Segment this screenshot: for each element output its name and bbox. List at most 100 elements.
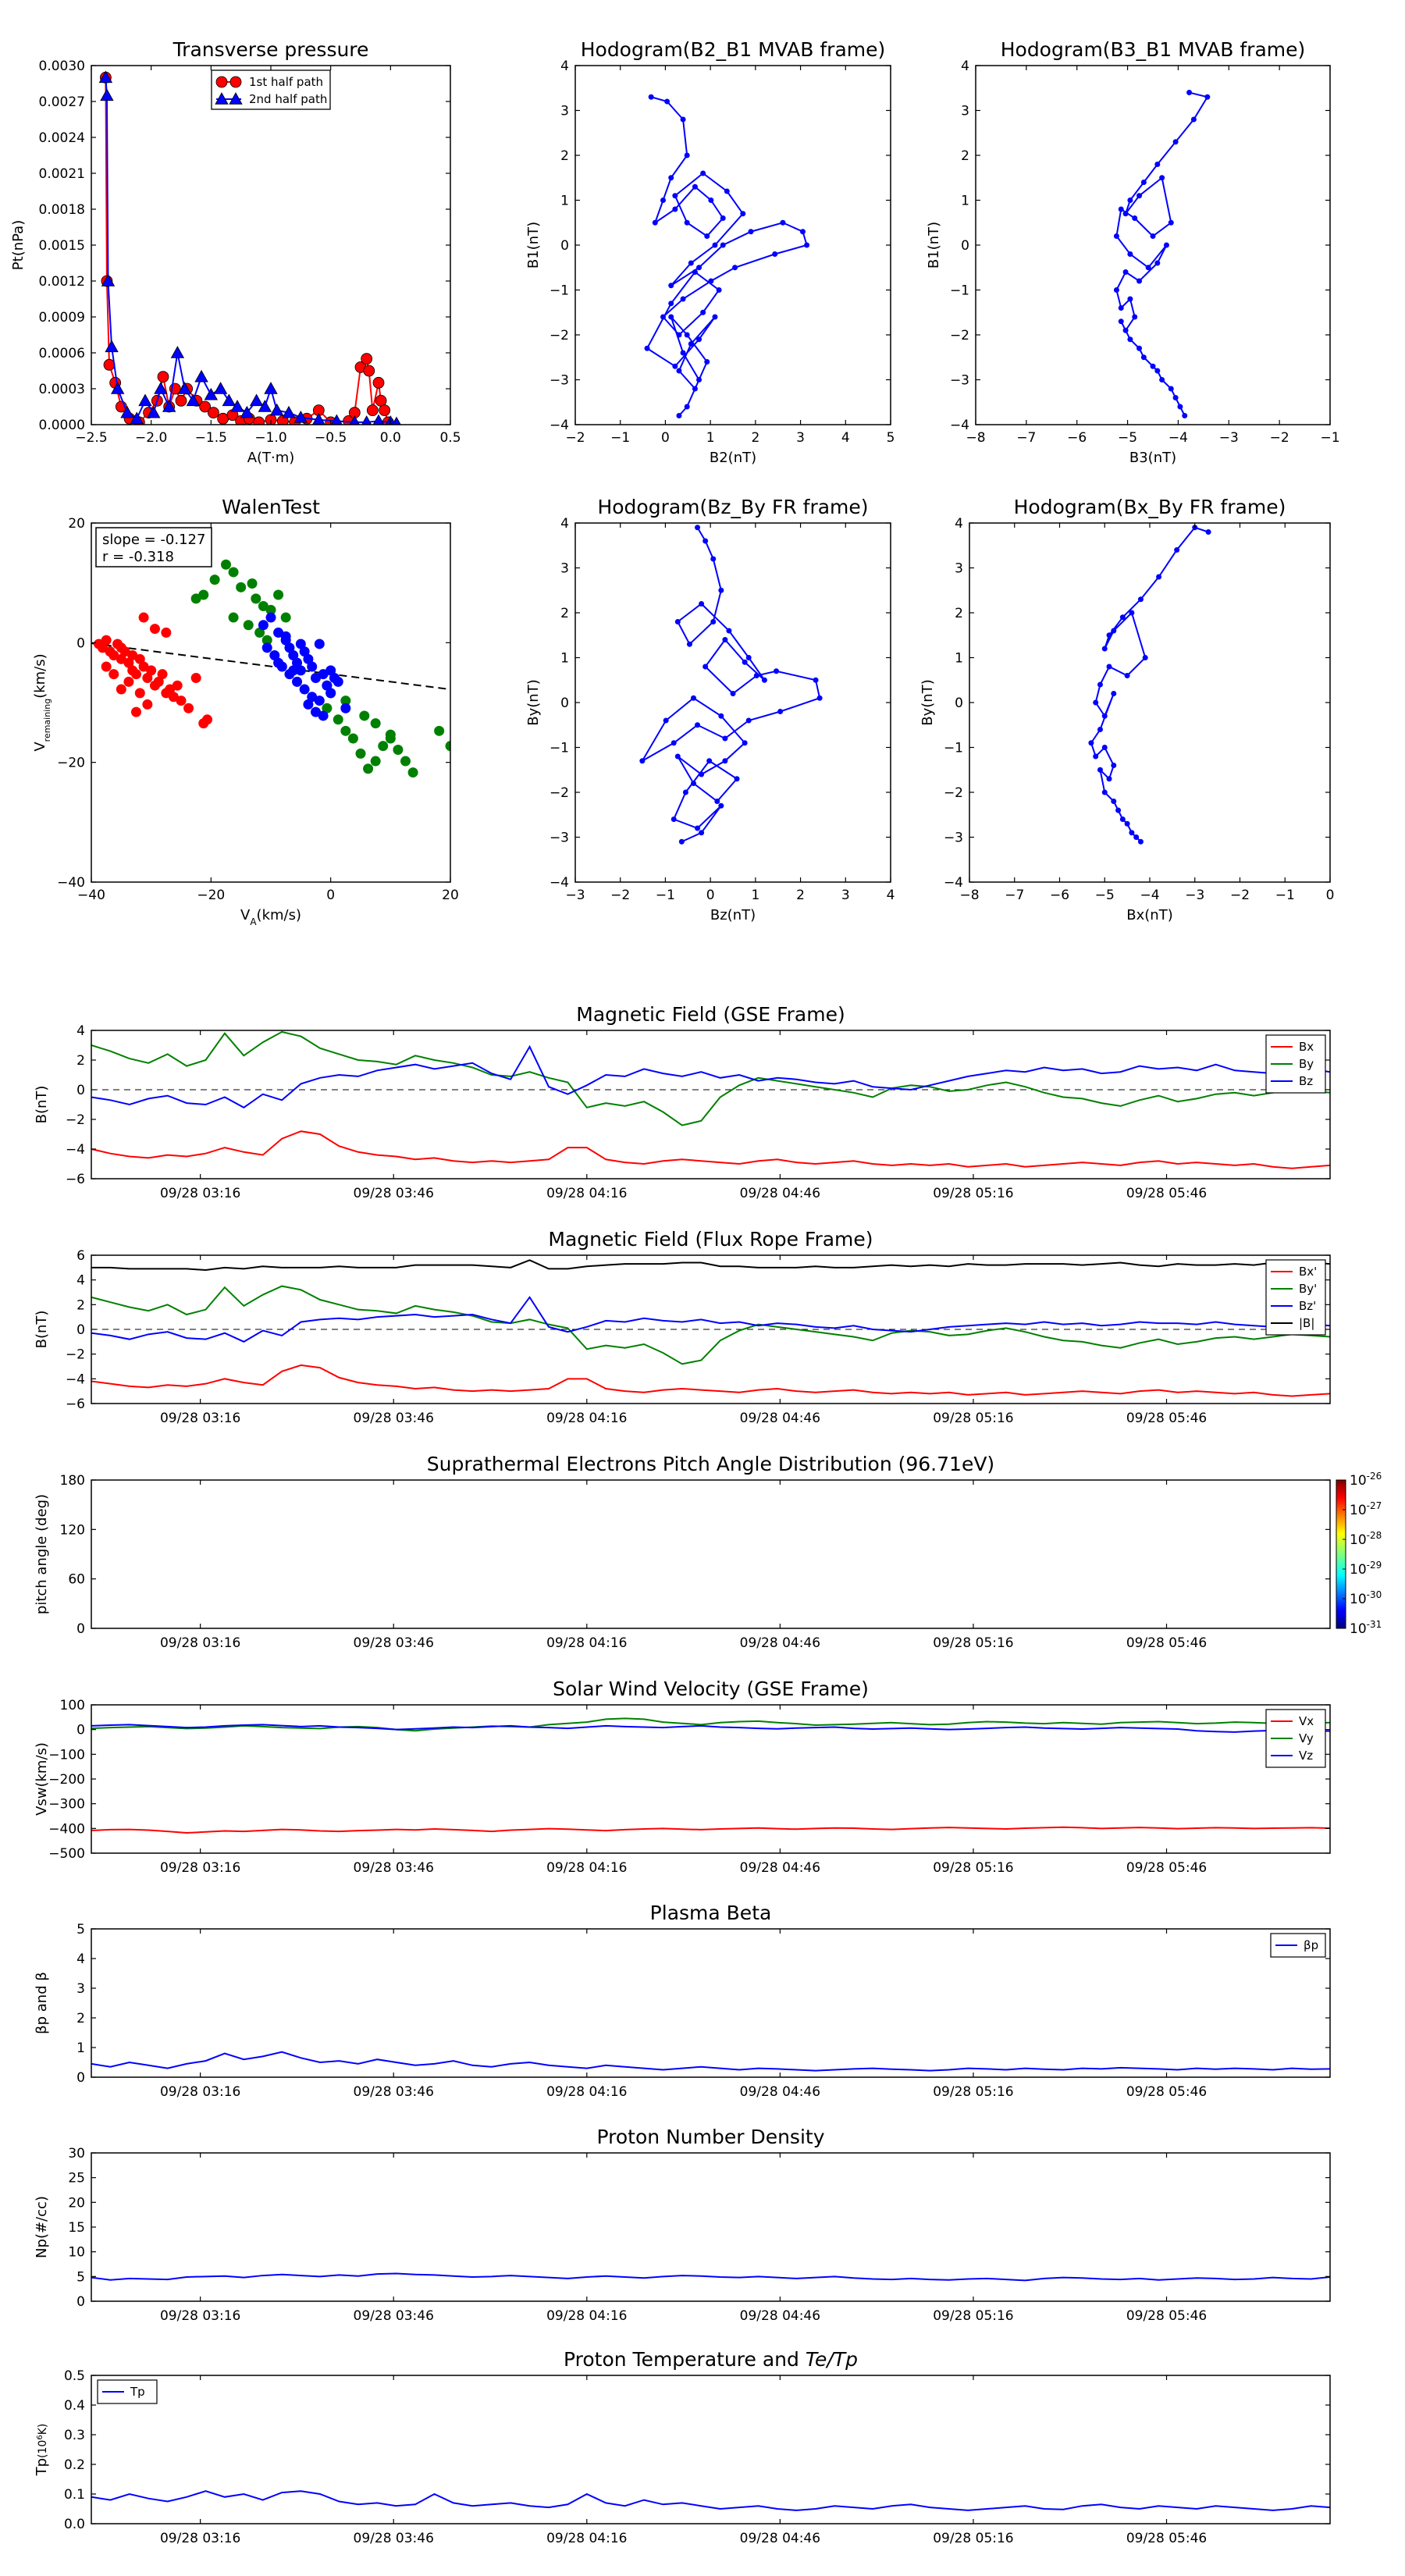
data-point: [347, 733, 358, 744]
x-tick-label: −4: [1140, 888, 1159, 903]
y-tick-label: 2: [76, 2011, 85, 2026]
data-point: [1154, 162, 1161, 167]
series-line-0: [646, 96, 808, 417]
colorbar-bar: [1336, 1479, 1346, 1629]
y-axis-label: Tp(106K): [34, 2424, 50, 2477]
data-point: [680, 296, 686, 302]
data-point: [190, 593, 201, 604]
data-point: [314, 696, 325, 706]
data-point: [1129, 610, 1135, 616]
y-tick-label: 0.0030: [39, 59, 85, 74]
y-axis-label: B1(nT): [525, 222, 542, 269]
x-tick-label: 09/28 03:46: [354, 1635, 434, 1651]
data-point: [748, 229, 754, 235]
data-point: [1111, 763, 1117, 768]
data-point: [1097, 727, 1103, 732]
x-tick-label: −1: [656, 888, 675, 903]
legend-label: Bx: [1299, 1040, 1314, 1054]
legend-label: 1st half path: [249, 75, 323, 89]
x-tick-label: 09/28 03:16: [160, 2308, 240, 2324]
data-point: [1106, 664, 1112, 670]
plot-area: [91, 1030, 1330, 1169]
colorbar-base: 10: [1350, 1503, 1367, 1518]
data-point: [186, 393, 201, 407]
timeseries-panel-4: −500 −400 −300 −200 −100 0 100 09/28 03:16 09/28…: [34, 1678, 1331, 1876]
data-point: [710, 619, 717, 624]
y-tick-label: 0: [76, 2294, 85, 2310]
x-tick-label: −4: [1168, 430, 1188, 446]
y-tick-label: 1: [76, 2041, 85, 2056]
colorbar-exponent: -29: [1367, 1560, 1382, 1571]
y-tick-label: 20: [68, 2195, 85, 2211]
axes-frame: [91, 1479, 1331, 1629]
y-tick-label: −3: [944, 831, 963, 846]
data-point: [299, 684, 310, 695]
data-point: [664, 98, 670, 105]
data-point: [1136, 193, 1143, 199]
plot-area: [91, 1259, 1330, 1397]
x-tick-label: 0: [661, 430, 670, 446]
data-point: [154, 382, 168, 394]
y-tick-label: −2: [550, 328, 569, 343]
data-point: [340, 703, 351, 713]
x-tick-label: −5: [1095, 888, 1115, 903]
data-point: [696, 336, 702, 343]
x-tick-label: 09/28 05:16: [933, 2531, 1013, 2546]
x-tick-label: 09/28 04:46: [740, 2531, 820, 2546]
y-tick-label: 1: [560, 651, 569, 667]
chart-panel-6: −8 −7 −6 −5 −4 −3 −2 −1 0 −4 −3 −2 −1 0 1 2 3 4 Hodogram(B…: [919, 496, 1334, 923]
legend-label: |B|: [1299, 1316, 1314, 1330]
data-point: [670, 740, 677, 746]
data-point: [355, 748, 366, 759]
data-point: [1118, 318, 1124, 325]
series-line-2: [91, 1724, 1330, 1733]
x-tick-label: −8: [959, 888, 979, 903]
y-tick-label: −3: [550, 831, 569, 846]
timeseries-panel-3: 0 60 120 180 09/28 03:16 09/28 03:46 09/28 04:…: [34, 1453, 1382, 1651]
data-point: [249, 393, 264, 407]
data-point: [253, 416, 265, 425]
data-point: [704, 233, 710, 239]
y-tick-label: −40: [57, 875, 85, 891]
data-point: [686, 641, 692, 647]
y-axis-label: Vsw(km/s): [34, 1742, 50, 1816]
data-point: [639, 758, 646, 764]
chart-title: Suprathermal Electrons Pitch Angle Distr…: [427, 1453, 994, 1475]
x-axis-label: B3(nT): [1129, 450, 1176, 466]
data-point: [660, 197, 667, 203]
chart-title: Hodogram(Bz_By FR frame): [597, 496, 868, 518]
data-point: [1168, 386, 1174, 392]
data-point: [720, 215, 726, 221]
data-point: [1140, 354, 1147, 361]
data-point: [1101, 745, 1108, 750]
x-tick-label: 0: [706, 888, 715, 903]
data-point: [361, 353, 373, 365]
x-tick-label: 09/28 05:46: [1126, 1411, 1207, 1426]
y-axis-label-unit: (10: [37, 2440, 49, 2458]
axes-frame: [91, 2375, 1331, 2524]
data-point: [359, 710, 370, 721]
data-point: [1142, 655, 1148, 660]
data-point: [753, 673, 759, 678]
x-tick-label: 5: [887, 430, 895, 446]
data-point: [138, 612, 149, 623]
x-tick-label: 0: [326, 888, 335, 903]
data-point: [177, 382, 192, 394]
data-point: [1127, 251, 1133, 257]
data-point: [314, 639, 325, 649]
data-point: [445, 741, 450, 752]
data-point: [295, 665, 306, 676]
data-point: [774, 668, 780, 674]
x-tick-label: 09/28 04:46: [740, 1860, 820, 1876]
data-point: [1205, 529, 1211, 535]
y-tick-label: 2: [955, 606, 963, 621]
x-tick-label: 09/28 03:16: [160, 1860, 240, 1876]
y-axis-label: By(nT): [919, 679, 936, 725]
data-point: [692, 386, 698, 392]
data-point: [1163, 242, 1169, 248]
data-point: [295, 639, 306, 649]
colorbar-exponent: -26: [1367, 1471, 1382, 1482]
data-point: [134, 653, 145, 664]
data-point: [668, 175, 674, 181]
y-tick-label: 1: [560, 194, 569, 209]
